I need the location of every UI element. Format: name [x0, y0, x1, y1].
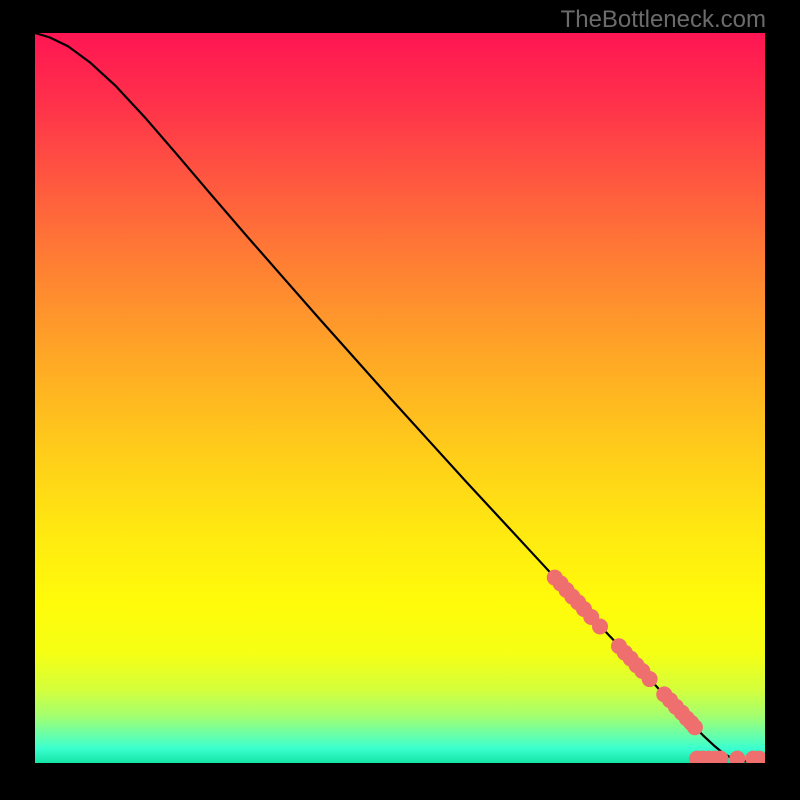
scatter-point [592, 618, 608, 634]
plot-area [35, 33, 765, 763]
scatter-point [687, 719, 703, 735]
chart-frame: TheBottleneck.com [0, 0, 800, 800]
chart-overlay-svg [35, 33, 765, 763]
scatter-point [642, 671, 658, 687]
scatter-point [729, 751, 745, 763]
curve-line [35, 33, 765, 763]
attribution-label: TheBottleneck.com [561, 6, 766, 34]
